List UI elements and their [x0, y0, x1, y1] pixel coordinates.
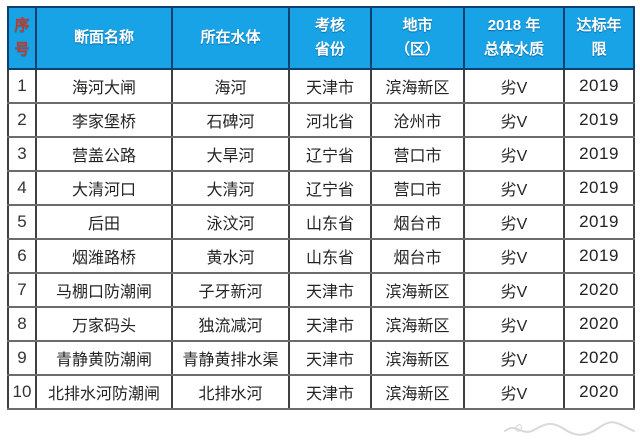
cell-index: 7 [7, 272, 37, 308]
cell-province: 天津市 [288, 374, 372, 410]
cell-water-body: 独流减河 [171, 306, 290, 342]
table-row: 3 营盖公路 大旱河 辽宁省 营口市 劣V 2019 [7, 136, 635, 172]
cell-water-body: 大清河 [171, 170, 290, 206]
cell-section-name: 后田 [35, 204, 173, 240]
cell-water-body: 大旱河 [171, 136, 290, 172]
table-row: 1 海河大闸 海河 天津市 滨海新区 劣V 2019 [7, 68, 635, 104]
cell-index: 9 [7, 340, 37, 376]
cell-quality: 劣V [463, 170, 565, 206]
table-row: 6 烟潍路桥 黄水河 山东省 烟台市 劣V 2019 [7, 238, 635, 274]
table-row: 5 后田 泳汶河 山东省 烟台市 劣V 2019 [7, 204, 635, 240]
cell-city: 营口市 [370, 170, 465, 206]
cell-deadline: 2020 [563, 272, 635, 308]
cell-city: 烟台市 [370, 204, 465, 240]
cell-water-body: 泳汶河 [171, 204, 290, 240]
cell-quality: 劣V [463, 68, 565, 104]
cell-province: 天津市 [288, 272, 372, 308]
cell-quality: 劣V [463, 102, 565, 138]
table-body: 1 海河大闸 海河 天津市 滨海新区 劣V 2019 2 李家堡桥 石碑河 河北… [7, 68, 635, 410]
cell-city: 滨海新区 [370, 374, 465, 410]
cell-index: 6 [7, 238, 37, 274]
cell-index: 3 [7, 136, 37, 172]
cell-index: 10 [7, 374, 37, 410]
table-row: 8 万家码头 独流减河 天津市 滨海新区 劣V 2020 [7, 306, 635, 342]
cell-water-body: 北排水河 [171, 374, 290, 410]
cell-section-name: 万家码头 [35, 306, 173, 342]
cell-section-name: 北排水河防潮闸 [35, 374, 173, 410]
cell-province: 山东省 [288, 238, 372, 274]
cell-province: 天津市 [288, 340, 372, 376]
header-province: 考核 省份 [288, 6, 372, 70]
header-city: 地市 （区） [370, 6, 465, 70]
cell-quality: 劣V [463, 340, 565, 376]
cell-city: 沧州市 [370, 102, 465, 138]
table-row: 2 李家堡桥 石碑河 河北省 沧州市 劣V 2019 [7, 102, 635, 138]
cell-deadline: 2019 [563, 68, 635, 104]
cell-deadline: 2019 [563, 170, 635, 206]
cell-deadline: 2020 [563, 340, 635, 376]
cell-water-body: 石碑河 [171, 102, 290, 138]
cell-section-name: 营盖公路 [35, 136, 173, 172]
cell-quality: 劣V [463, 136, 565, 172]
cell-deadline: 2019 [563, 136, 635, 172]
watermark-scribble [502, 417, 638, 441]
cell-deadline: 2020 [563, 374, 635, 410]
cell-province: 天津市 [288, 68, 372, 104]
cell-province: 辽宁省 [288, 170, 372, 206]
cell-water-body: 黄水河 [171, 238, 290, 274]
cell-deadline: 2020 [563, 306, 635, 342]
cell-section-name: 海河大闸 [35, 68, 173, 104]
header-water-body: 所在水体 [171, 6, 290, 70]
cell-water-body: 子牙新河 [171, 272, 290, 308]
header-2018-quality: 2018 年 总体水质 [463, 6, 565, 70]
header-row: 序 号 断面名称 所在水体 考核 省份 地市 （区） 2018 年 总体水质 达… [7, 6, 635, 70]
table-header: 序 号 断面名称 所在水体 考核 省份 地市 （区） 2018 年 总体水质 达… [7, 6, 635, 70]
header-deadline: 达标年 限 [563, 6, 635, 70]
cell-quality: 劣V [463, 306, 565, 342]
cell-province: 河北省 [288, 102, 372, 138]
cell-quality: 劣V [463, 272, 565, 308]
cell-city: 营口市 [370, 136, 465, 172]
cell-section-name: 烟潍路桥 [35, 238, 173, 274]
water-quality-table: 序 号 断面名称 所在水体 考核 省份 地市 （区） 2018 年 总体水质 达… [7, 6, 635, 410]
cell-province: 辽宁省 [288, 136, 372, 172]
cell-index: 5 [7, 204, 37, 240]
header-section-name: 断面名称 [35, 6, 173, 70]
cell-quality: 劣V [463, 204, 565, 240]
cell-city: 滨海新区 [370, 272, 465, 308]
cell-index: 1 [7, 68, 37, 104]
table-row: 7 马棚口防潮闸 子牙新河 天津市 滨海新区 劣V 2020 [7, 272, 635, 308]
cell-province: 山东省 [288, 204, 372, 240]
cell-index: 4 [7, 170, 37, 206]
cell-deadline: 2019 [563, 102, 635, 138]
cell-province: 天津市 [288, 306, 372, 342]
cell-quality: 劣V [463, 238, 565, 274]
cell-index: 8 [7, 306, 37, 342]
cell-city: 滨海新区 [370, 68, 465, 104]
cell-index: 2 [7, 102, 37, 138]
cell-water-body: 青静黄排水渠 [171, 340, 290, 376]
cell-quality: 劣V [463, 374, 565, 410]
cell-section-name: 李家堡桥 [35, 102, 173, 138]
cell-section-name: 青静黄防潮闸 [35, 340, 173, 376]
table-row: 4 大清河口 大清河 辽宁省 营口市 劣V 2019 [7, 170, 635, 206]
cell-section-name: 大清河口 [35, 170, 173, 206]
cell-city: 滨海新区 [370, 306, 465, 342]
cell-city: 滨海新区 [370, 340, 465, 376]
cell-deadline: 2019 [563, 204, 635, 240]
table-row: 9 青静黄防潮闸 青静黄排水渠 天津市 滨海新区 劣V 2020 [7, 340, 635, 376]
header-index: 序 号 [7, 6, 37, 70]
cell-water-body: 海河 [171, 68, 290, 104]
cell-deadline: 2019 [563, 238, 635, 274]
cell-city: 烟台市 [370, 238, 465, 274]
table-row: 10 北排水河防潮闸 北排水河 天津市 滨海新区 劣V 2020 [7, 374, 635, 410]
scribble-icon [504, 421, 635, 436]
cell-section-name: 马棚口防潮闸 [35, 272, 173, 308]
